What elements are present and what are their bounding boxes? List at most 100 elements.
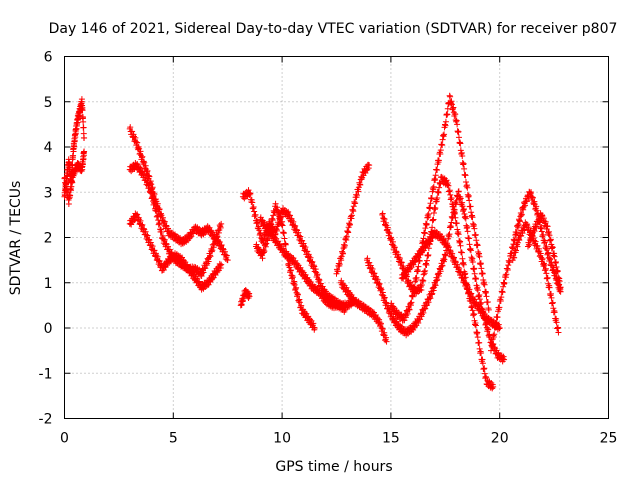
data-point (448, 101, 455, 108)
data-point (422, 267, 429, 274)
data-point (381, 216, 388, 223)
series-arc-5 (126, 210, 225, 293)
data-point (420, 277, 427, 284)
y-tick-label: 0 (44, 321, 53, 337)
data-point (146, 173, 153, 180)
data-point (474, 242, 481, 249)
x-axis-label: GPS time / hours (275, 459, 392, 475)
data-point (299, 237, 306, 244)
data-point (549, 299, 556, 306)
data-point (473, 237, 480, 244)
data-point (506, 258, 513, 265)
data-point (401, 317, 408, 324)
data-point (454, 121, 461, 128)
data-point (471, 270, 478, 277)
data-point (441, 256, 448, 263)
data-point (148, 190, 155, 197)
data-point (464, 184, 471, 191)
y-tick-label: 2 (44, 231, 53, 247)
data-point (485, 306, 492, 313)
data-point (539, 255, 546, 262)
data-point (457, 195, 464, 202)
y-tick-label: 1 (44, 276, 53, 292)
data-point (252, 211, 259, 218)
data-point (455, 128, 462, 135)
data-point (462, 215, 469, 222)
data-point (80, 124, 87, 131)
y-tick-label: 3 (44, 185, 53, 201)
data-point (410, 289, 417, 296)
y-tick-label: 4 (44, 140, 53, 156)
data-point (67, 192, 74, 199)
series-arc-9 (257, 214, 349, 315)
data-point (249, 199, 256, 206)
data-point (474, 334, 481, 341)
data-point (366, 162, 373, 169)
data-point (542, 239, 549, 246)
data-point (501, 280, 508, 287)
data-point (63, 181, 70, 188)
data-point (501, 356, 508, 363)
series-arc-10 (333, 161, 373, 277)
x-tick-label: 10 (273, 431, 291, 447)
data-point (545, 249, 552, 256)
data-point (417, 316, 424, 323)
data-point (434, 276, 441, 283)
data-point (446, 231, 453, 238)
data-point (460, 160, 467, 167)
data-point (479, 360, 486, 367)
series-arc-11 (337, 277, 390, 345)
data-point (214, 233, 221, 240)
data-point (156, 220, 163, 227)
data-point (261, 248, 268, 255)
data-point (347, 221, 354, 228)
data-point (334, 268, 341, 275)
data-point (447, 93, 454, 100)
data-point (457, 242, 464, 249)
data-point (224, 257, 231, 264)
data-point (450, 203, 457, 210)
data-point (259, 255, 266, 262)
data-point (471, 311, 478, 318)
series-arc-18 (524, 210, 564, 291)
data-point (430, 210, 437, 217)
data-point (444, 105, 451, 112)
data-point (434, 194, 441, 201)
data-point (485, 326, 492, 333)
data-point (411, 284, 418, 291)
data-point (526, 242, 533, 249)
data-point (513, 229, 520, 236)
data-point (357, 181, 364, 188)
data-point (544, 274, 551, 281)
data-point (494, 314, 501, 321)
data-point (437, 147, 444, 154)
x-tick-label: 15 (382, 431, 400, 447)
data-point (553, 319, 560, 326)
data-point (547, 256, 554, 263)
data-point (511, 237, 518, 244)
data-point (413, 274, 420, 281)
data-point (546, 232, 553, 239)
data-point (493, 319, 500, 326)
data-point (462, 172, 469, 179)
data-point (340, 250, 347, 257)
data-point (432, 205, 439, 212)
data-point (528, 236, 535, 243)
data-point (455, 231, 462, 238)
data-point (428, 195, 435, 202)
data-point (498, 294, 505, 301)
data-point (345, 229, 352, 236)
data-point (479, 270, 486, 277)
data-point (80, 118, 87, 125)
data-point (311, 325, 318, 331)
data-point (423, 221, 430, 228)
data-point (294, 291, 301, 298)
data-point (481, 365, 488, 372)
data-point (268, 221, 275, 228)
x-tick-label: 20 (491, 431, 509, 447)
data-point (471, 265, 478, 272)
data-point (61, 174, 68, 181)
data-point (469, 259, 476, 266)
data-point (434, 167, 441, 174)
data-point (81, 134, 88, 141)
